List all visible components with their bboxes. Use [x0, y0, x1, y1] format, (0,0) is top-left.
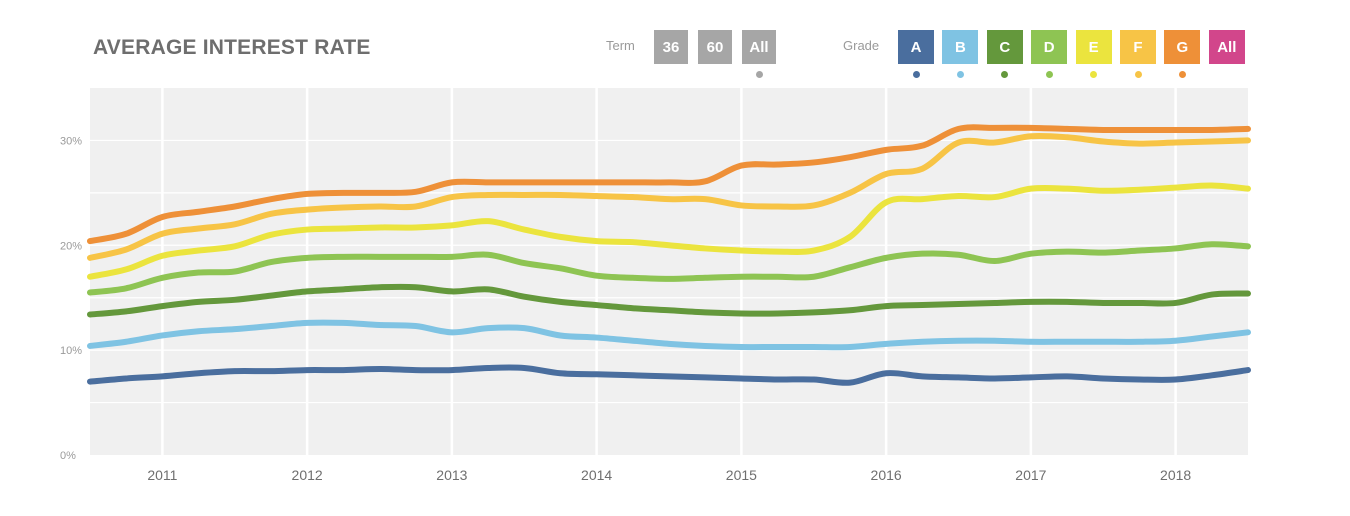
series-line-g: [87, 124, 1251, 245]
x-tick-label: 2017: [1015, 467, 1046, 483]
series-line-b: [87, 319, 1251, 351]
term-label: Term: [606, 38, 635, 53]
y-tick-label: 20%: [60, 240, 82, 252]
grade-selected-dot-e: [1090, 71, 1098, 78]
series-line-d: [87, 241, 1251, 296]
plot-background: [90, 88, 1248, 455]
chart-title: AVERAGE INTEREST RATE: [93, 36, 371, 59]
grade-selected-dot-f: [1134, 71, 1142, 78]
series-lines: [87, 124, 1251, 386]
grade-button-e[interactable]: E: [1075, 30, 1112, 64]
grade-button-all[interactable]: All: [1208, 30, 1245, 64]
grade-selected-dot-d: [1045, 71, 1053, 78]
grade-selected-dot-g: [1178, 71, 1186, 78]
x-tick-label: 2014: [581, 467, 612, 483]
y-tick-label: 30%: [60, 135, 82, 147]
grade-button-d[interactable]: D: [1031, 30, 1068, 64]
grade-button-g[interactable]: G: [1164, 30, 1201, 64]
term-button-all[interactable]: All: [742, 30, 776, 64]
x-tick-label: 2016: [871, 467, 902, 483]
y-tick-label: 0%: [60, 450, 76, 462]
x-tick-label: 2013: [436, 467, 467, 483]
grade-button-f[interactable]: F: [1120, 30, 1156, 64]
grade-button-a[interactable]: A: [898, 30, 934, 64]
series-line-a: [87, 364, 1251, 386]
grade-selected-dot-a: [912, 71, 920, 78]
series-line-e: [87, 182, 1251, 280]
series-line-c: [87, 283, 1251, 318]
term-button-36[interactable]: 36: [654, 30, 688, 64]
x-tick-label: 2012: [292, 467, 323, 483]
term-selected-dot-all: [755, 71, 763, 78]
grid-lines: [90, 88, 1248, 455]
y-axis-ticks: 0% 10% 20% 30%: [60, 135, 82, 462]
series-line-f: [87, 132, 1251, 261]
grade-button-c[interactable]: C: [986, 30, 1023, 64]
x-tick-label: 2015: [726, 467, 757, 483]
grade-button-b[interactable]: B: [942, 30, 979, 64]
grade-label: Grade: [843, 38, 880, 53]
grade-selected-dot-b: [956, 71, 964, 78]
term-button-60[interactable]: 60: [698, 30, 732, 64]
grade-selected-dot-c: [1001, 71, 1009, 78]
x-axis-ticks: 2011 2012 2013 2014 2015 2016 2017 2018: [147, 467, 1191, 483]
x-tick-label: 2018: [1160, 467, 1191, 483]
y-tick-label: 10%: [60, 345, 82, 357]
x-tick-label: 2011: [147, 467, 177, 483]
